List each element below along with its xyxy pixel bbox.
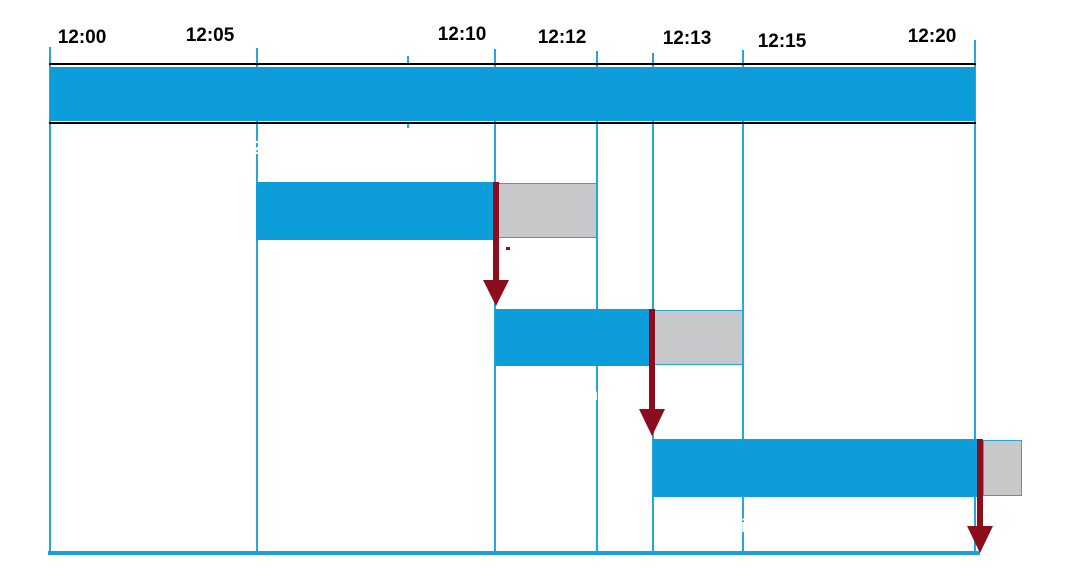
step-timer-2-bar: Step timer: 5 minutes [495, 309, 710, 404]
axis-label-12-00: 12:00 [57, 27, 107, 48]
step-timer-2-label: Step timer: 5 minutes [527, 384, 711, 404]
timeline-baseline [48, 551, 980, 555]
axis-line-bottom [49, 122, 976, 124]
gridline-12-05 [256, 48, 258, 553]
step-timer-1-overflow [497, 183, 597, 238]
gridline-12-15 [742, 50, 744, 553]
arrow-2-shaft [649, 309, 655, 411]
gridline-12-12 [596, 51, 598, 553]
arrow-1-shaft [493, 182, 499, 282]
minor-tick-lower [407, 123, 409, 128]
arrow-1-head [483, 280, 509, 306]
step-timer-3-label: Step timer: 8 minutes [691, 516, 875, 536]
arrow-2-head [639, 409, 665, 436]
step-timer-3-overflow [983, 440, 1022, 496]
in-progress-timer-label: In-progress timer : 20 minutes [83, 138, 347, 158]
step-timer-1-bar: Step timer: 7 minutes [256, 182, 494, 279]
in-progress-timer-bar: In-progress timer : 20 minutes [50, 67, 975, 158]
arrow-3-shaft [977, 439, 983, 527]
gridline-12-00 [49, 47, 51, 553]
step-timer-2-overflow [654, 310, 743, 365]
stray-red-dot [506, 247, 510, 250]
axis-label-12-10: 12:10 [437, 24, 487, 45]
gridline-12-13 [652, 53, 654, 553]
axis-label-12-12: 12:12 [537, 27, 587, 48]
axis-label-12-13: 12:13 [662, 28, 712, 49]
step-timer-1-label: Step timer: 7 minutes [288, 259, 472, 279]
axis-label-12-05: 12:05 [185, 25, 235, 46]
arrow-3-head [967, 526, 993, 553]
step-timer-3-bar: Step timer: 8 minutes [653, 439, 978, 536]
gridline-12-20 [974, 40, 976, 553]
axis-line-top [49, 63, 976, 65]
axis-label-12-20: 12:20 [907, 26, 957, 47]
minor-tick-upper [407, 56, 409, 65]
axis-label-12-15: 12:15 [757, 31, 807, 52]
